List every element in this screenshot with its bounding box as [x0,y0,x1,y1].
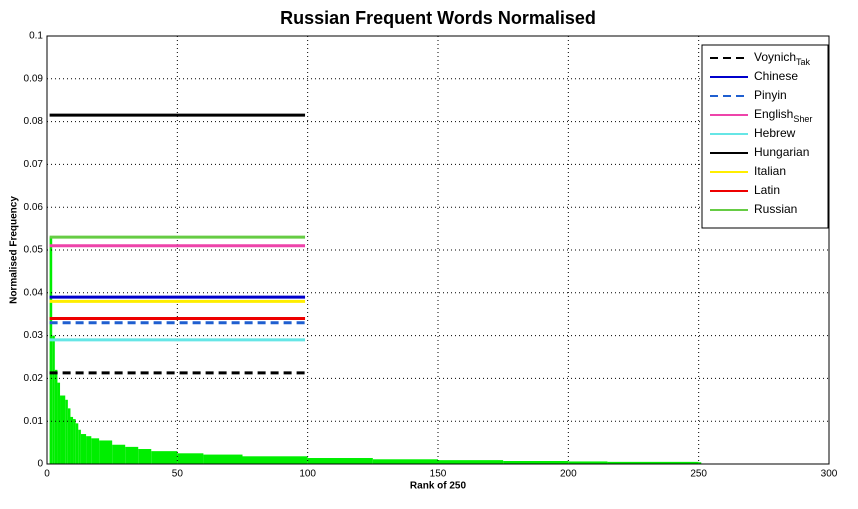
x-tick-label: 0 [44,469,50,480]
bar [242,456,308,464]
bar [698,462,702,464]
bar [52,335,55,464]
bar [568,461,608,464]
legend-label: EnglishSher [754,107,812,124]
y-tick-label: 0.03 [24,330,44,341]
bar [307,458,373,464]
x-tick-label: 250 [690,469,707,480]
bar [60,395,66,464]
legend-box [701,44,829,229]
bar [151,451,178,464]
legend-label: VoynichTak [754,50,811,67]
bar [65,399,68,464]
x-tick-label: 200 [560,469,577,480]
legend-name: Italian [754,164,786,178]
y-tick-label: 0.02 [24,373,44,384]
bar [57,382,61,464]
y-tick-label: 0.04 [24,287,44,298]
bar [67,408,71,464]
legend-label: Chinese [754,69,798,83]
y-tick-label: 0.1 [29,31,43,42]
y-tick-label: 0.01 [24,416,44,427]
legend-name: Voynich [754,50,796,64]
y-axis-label: Normalised Frequency [9,196,20,304]
bar [112,444,126,464]
bar [91,438,100,464]
plot-frame [46,35,830,465]
bar [86,436,92,464]
bar [125,446,139,464]
bar [78,429,81,464]
x-tick-label: 100 [299,469,316,480]
x-tick-label: 150 [430,469,447,480]
chart-title: Russian Frequent Words Normalised [280,8,596,28]
legend-name: Hungarian [754,145,809,159]
y-tick-label: 0.07 [24,159,44,170]
bar [203,454,243,464]
bar [372,459,438,464]
legend-label: Pinyin [754,88,787,102]
legend-name: Hebrew [754,126,796,140]
bar [99,440,113,464]
legend-name: Latin [754,183,780,197]
bar [138,449,152,464]
legend-label: Hungarian [754,145,809,159]
y-tick-label: 0.06 [24,202,44,213]
legend-subscript: Tak [796,57,811,67]
legend-label: Italian [754,164,786,178]
x-axis-label: Rank of 250 [410,481,467,492]
bar [70,416,74,464]
legend-name: Russian [754,202,797,216]
bar [75,423,79,464]
y-tick-label: 0.08 [24,116,44,127]
legend-label: Russian [754,202,797,216]
bar [438,460,504,464]
legend-label: Latin [754,183,780,197]
bar [49,237,53,464]
bar [80,434,87,464]
bar [607,461,699,464]
legend-subscript: Sher [793,114,812,124]
y-tick-label: 0.09 [24,73,44,84]
legend-name: English [754,107,793,121]
x-tick-label: 50 [172,469,184,480]
x-tick-label: 300 [821,469,838,480]
bar [177,453,204,464]
y-tick-label: 0.05 [24,245,44,256]
legend-name: Pinyin [754,88,787,102]
bar [73,419,76,464]
bar [503,461,569,464]
bar [54,369,58,464]
legend-name: Chinese [754,69,798,83]
y-tick-label: 0 [37,459,43,470]
legend-label: Hebrew [754,126,796,140]
